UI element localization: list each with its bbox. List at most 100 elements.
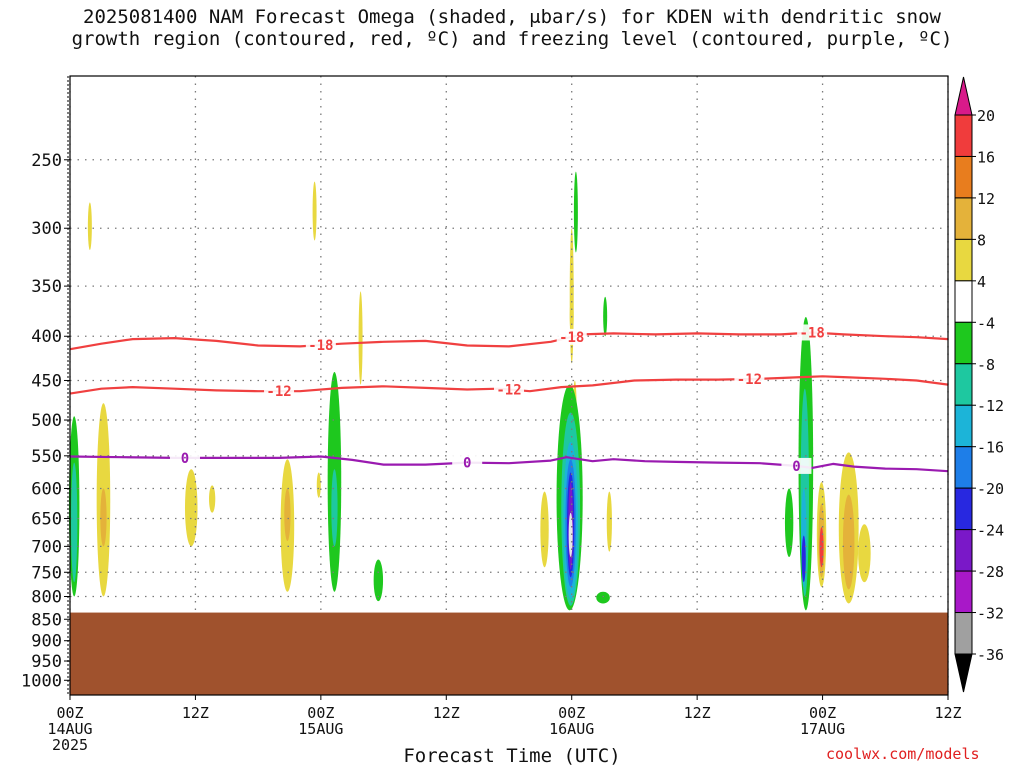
contour-line-0	[69, 455, 949, 473]
omega-shaded-region	[100, 488, 107, 547]
omega-shaded-region	[842, 494, 855, 590]
y-tick-label: 1000	[21, 671, 62, 691]
contour-label-bg	[734, 371, 765, 388]
contour-label-bg	[494, 381, 524, 398]
colorbar-swatch	[954, 446, 973, 489]
omega-shaded-region	[568, 512, 573, 557]
contour-label-bg	[781, 457, 812, 474]
x-tick-label: 00Z	[307, 704, 334, 722]
colorbar-swatch	[954, 612, 973, 655]
y-tick-label: 600	[31, 479, 62, 499]
omega-shaded-region	[316, 472, 321, 498]
colorbar-swatch	[954, 238, 973, 282]
chart-title-line-2: growth region (contoured, red, ºC) and f…	[71, 28, 953, 50]
contour-label: -18	[308, 338, 333, 354]
colorbar-swatch	[954, 570, 973, 614]
colorbar-swatch	[954, 155, 973, 199]
y-tick-label: 750	[31, 563, 62, 583]
y-tick-label: 950	[31, 652, 62, 672]
x-tick-label: 14AUG	[47, 720, 92, 738]
omega-shaded-region	[603, 296, 608, 337]
colorbar-label: 16	[977, 148, 995, 166]
colorbar-swatch	[954, 363, 973, 406]
omega-shaded-region	[312, 181, 317, 241]
x-axis-title: Forecast Time (UTC)	[403, 745, 621, 767]
omega-shaded-region	[284, 488, 291, 541]
y-tick-label: 300	[31, 219, 62, 239]
colorbar-swatch	[954, 529, 973, 572]
omega-shaded-region	[373, 559, 384, 602]
colorbar-label: 12	[977, 190, 995, 208]
omega-shaded-region	[331, 469, 338, 547]
contour-label-bg	[264, 383, 295, 400]
x-tick-label: 12Z	[433, 704, 460, 722]
x-tick-label: 15AUG	[298, 720, 343, 738]
colorbar-label: -20	[977, 480, 1004, 498]
y-tick-label: 500	[31, 411, 62, 431]
omega-shaded-region	[190, 485, 197, 513]
omega-shaded-region	[819, 527, 824, 568]
contour-label: -12	[266, 384, 291, 400]
colorbar-label: 4	[977, 273, 986, 291]
omega-shaded-region	[596, 591, 610, 604]
plot-frame	[69, 75, 949, 696]
x-tick-label: 16AUG	[549, 720, 594, 738]
chart-title-line-1: 2025081400 NAM Forecast Omega (shaded, μ…	[83, 6, 941, 28]
x-tick-label: 2025	[52, 736, 88, 754]
omega-shaded-region	[858, 524, 871, 583]
colorbar-swatch	[954, 114, 973, 157]
y-tick-label: 250	[31, 151, 62, 171]
terrain-below-ground	[70, 612, 948, 695]
colorbar-top-arrow	[954, 76, 973, 116]
colorbar-label: -16	[977, 439, 1004, 457]
contour-label: 0	[463, 456, 471, 472]
colorbar-label: 20	[977, 107, 995, 125]
contour-label-bg	[797, 324, 828, 341]
y-tick-label: 900	[31, 632, 62, 652]
colorbar-label: 8	[977, 231, 986, 249]
y-tick-label: 550	[31, 447, 62, 467]
y-tick-label: 400	[31, 327, 62, 347]
omega-shaded-region	[358, 291, 363, 385]
contour-label-bg	[305, 337, 336, 354]
colorbar-label: -4	[977, 314, 995, 332]
omega-shaded-region	[87, 202, 92, 251]
y-tick-label: 350	[31, 277, 62, 297]
colorbar-swatch	[954, 280, 973, 323]
contour-label: 0	[792, 459, 800, 475]
contour-label: -12	[737, 372, 762, 388]
contour-label-bg	[169, 449, 200, 466]
y-tick-label: 800	[31, 587, 62, 607]
colorbar-bottom-arrow	[954, 653, 973, 693]
omega-shaded-region	[540, 491, 549, 568]
colorbar-label: -36	[977, 646, 1004, 664]
contour-label: -18	[559, 330, 584, 346]
y-tick-label: 700	[31, 537, 62, 557]
x-tick-label: 00Z	[56, 704, 83, 722]
colorbar-label: -12	[977, 397, 1004, 415]
omega-shaded-region	[209, 485, 216, 513]
chart-title: 2025081400 NAM Forecast Omega (shaded, μ…	[0, 6, 1024, 50]
colorbar-swatch	[954, 321, 973, 365]
contour-label: -18	[799, 325, 824, 341]
contour-label: -12	[496, 383, 521, 399]
x-tick-label: 00Z	[809, 704, 836, 722]
omega-shaded-region	[606, 491, 612, 552]
omega-shaded-region	[784, 488, 794, 557]
y-tick-label: 450	[31, 371, 62, 391]
y-tick-label: 650	[31, 510, 62, 530]
x-tick-label: 12Z	[934, 704, 961, 722]
colorbar-label: -32	[977, 605, 1004, 623]
colorbar-swatch	[954, 404, 973, 448]
colorbar-label: -8	[977, 356, 995, 374]
omega-shaded-region	[573, 171, 578, 253]
colorbar-swatch	[954, 197, 973, 240]
colorbar-label: -24	[977, 522, 1004, 540]
x-tick-label: 12Z	[182, 704, 209, 722]
contour-line-minus12	[69, 375, 949, 395]
x-tick-label: 00Z	[558, 704, 585, 722]
watermark: coolwx.com/models	[826, 745, 980, 763]
contour-label: 0	[181, 451, 189, 467]
colorbar-label: -28	[977, 563, 1004, 581]
